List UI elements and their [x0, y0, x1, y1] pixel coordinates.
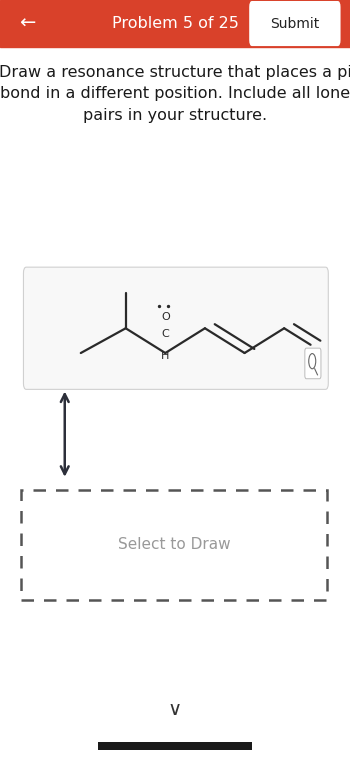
- Text: Select to Draw: Select to Draw: [118, 537, 230, 552]
- Text: Problem 5 of 25: Problem 5 of 25: [112, 16, 238, 31]
- Bar: [21, 490, 327, 600]
- Text: Draw a resonance structure that places a pi
bond in a different position. Includ: Draw a resonance structure that places a…: [0, 65, 350, 123]
- Bar: [0, 0, 350, 47]
- Text: ∨: ∨: [168, 700, 182, 720]
- FancyBboxPatch shape: [249, 1, 341, 46]
- Text: H: H: [161, 351, 169, 361]
- Text: C: C: [161, 329, 169, 339]
- FancyBboxPatch shape: [305, 348, 321, 379]
- Text: Submit: Submit: [271, 17, 320, 30]
- Text: O: O: [161, 312, 170, 322]
- Text: ←: ←: [19, 14, 36, 33]
- Bar: [98, 742, 252, 750]
- FancyBboxPatch shape: [23, 267, 328, 389]
